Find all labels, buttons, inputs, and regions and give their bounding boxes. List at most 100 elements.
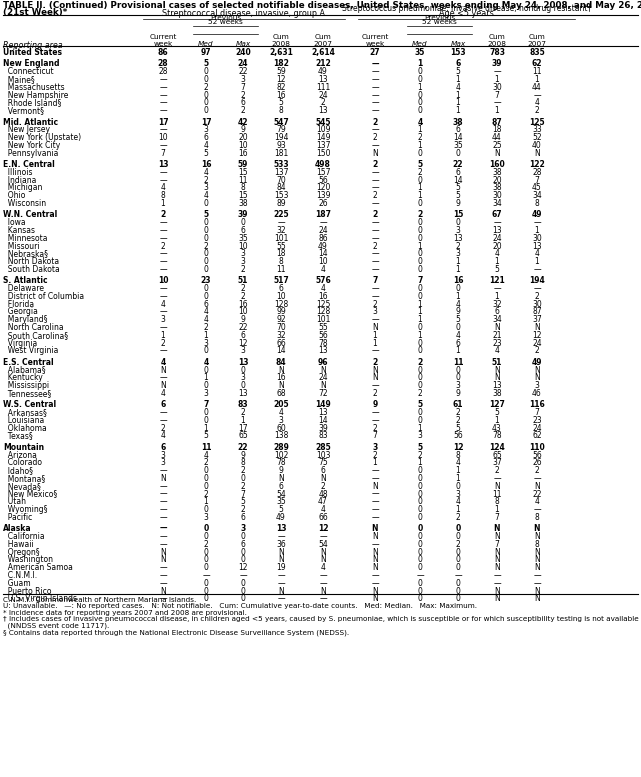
Text: Pennsylvania: Pennsylvania [3,148,58,158]
Text: New York City: New York City [3,141,60,150]
Text: 0: 0 [417,339,422,347]
Text: 2: 2 [161,242,165,250]
Text: 0: 0 [204,292,208,301]
Text: —: — [159,125,167,134]
Text: 0: 0 [204,234,208,242]
Text: 2: 2 [320,99,326,107]
Text: Streptococcus pneumoniae, invasive disease, nondrug resistant†: Streptococcus pneumoniae, invasive disea… [342,4,591,13]
Text: Arizona: Arizona [3,451,37,459]
Text: N: N [160,365,166,375]
Text: 1: 1 [456,265,460,274]
Text: Rhode Island§: Rhode Island§ [3,99,62,107]
Text: —: — [371,292,379,301]
Text: 0: 0 [240,365,246,375]
Text: —: — [159,75,167,84]
Text: 1: 1 [418,458,422,468]
Text: N: N [372,556,378,564]
Text: 3: 3 [535,382,540,390]
Text: —: — [371,474,379,483]
Text: 79: 79 [276,125,286,134]
Text: 7: 7 [372,277,378,285]
Text: 0: 0 [204,587,208,596]
Text: 0: 0 [204,249,208,259]
Text: N: N [494,323,500,332]
Text: 20: 20 [238,133,248,142]
Text: 15: 15 [238,168,248,177]
Text: 121: 121 [489,277,505,285]
Text: 2: 2 [240,284,246,293]
Text: 120: 120 [316,183,330,193]
Text: 0: 0 [417,513,422,522]
Text: 0: 0 [204,75,208,84]
Text: 23: 23 [532,416,542,425]
Text: 6: 6 [455,60,461,68]
Text: 0: 0 [204,68,208,76]
Text: 87: 87 [492,117,503,127]
Text: 21: 21 [492,331,502,340]
Text: 55: 55 [318,323,328,332]
Text: 545: 545 [315,117,331,127]
Text: 96: 96 [318,357,328,367]
Text: 2: 2 [495,466,499,476]
Text: 6: 6 [456,339,460,347]
Text: —: — [159,505,167,514]
Text: 52 weeks: 52 weeks [422,19,457,26]
Text: —: — [533,505,541,514]
Text: 4: 4 [456,497,460,507]
Text: 2: 2 [418,389,422,398]
Text: 42: 42 [238,117,248,127]
Text: —: — [533,579,541,588]
Text: 26: 26 [318,199,328,208]
Text: —: — [319,218,327,227]
Text: 4: 4 [535,99,540,107]
Text: Idaho§: Idaho§ [3,466,33,476]
Text: 0: 0 [240,382,246,390]
Text: 40: 40 [532,141,542,150]
Text: N: N [320,587,326,596]
Text: 4: 4 [535,497,540,507]
Text: 10: 10 [158,133,168,142]
Text: 89: 89 [276,199,286,208]
Text: —: — [371,141,379,150]
Text: 15: 15 [238,191,248,200]
Text: 7: 7 [535,408,540,417]
Text: 1: 1 [456,99,460,107]
Text: C.N.M.I.: C.N.M.I. [3,571,37,580]
Text: 6: 6 [160,443,165,451]
Text: 2: 2 [161,423,165,433]
Text: 194: 194 [274,133,288,142]
Text: 5: 5 [456,423,460,433]
Text: —: — [159,416,167,425]
Text: 22: 22 [238,323,248,332]
Text: 4: 4 [417,117,422,127]
Text: 0: 0 [204,416,208,425]
Text: 9: 9 [456,389,460,398]
Text: —: — [159,218,167,227]
Text: N: N [494,532,500,541]
Text: 9: 9 [240,315,246,324]
Text: Med: Med [412,40,428,47]
Text: 4: 4 [204,308,208,316]
Text: 0: 0 [204,474,208,483]
Text: 1: 1 [418,183,422,193]
Text: 2: 2 [535,347,539,355]
Text: 51: 51 [492,357,502,367]
Text: 48: 48 [318,490,328,499]
Text: 783: 783 [489,48,505,57]
Text: 2: 2 [372,357,378,367]
Text: N: N [278,556,284,564]
Text: N: N [534,323,540,332]
Text: —: — [533,474,541,483]
Text: 0: 0 [456,365,460,375]
Text: 2: 2 [418,133,422,142]
Text: 2: 2 [372,133,378,142]
Text: 32: 32 [276,226,286,235]
Text: 2: 2 [456,408,460,417]
Text: —: — [371,234,379,242]
Text: —: — [533,284,541,293]
Text: —: — [159,168,167,177]
Text: 8: 8 [535,540,539,549]
Text: District of Columbia: District of Columbia [3,292,84,301]
Text: 22: 22 [453,160,463,169]
Text: 38: 38 [238,199,248,208]
